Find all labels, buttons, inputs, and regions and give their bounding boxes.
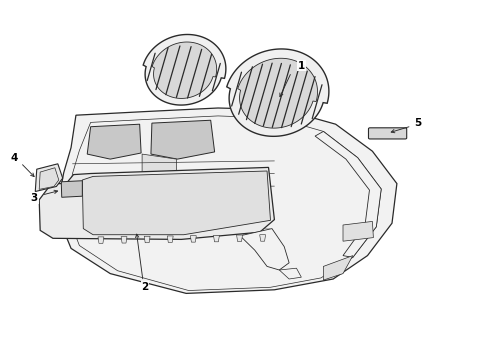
Polygon shape: [191, 236, 196, 242]
Polygon shape: [315, 131, 381, 257]
Polygon shape: [240, 229, 289, 270]
Polygon shape: [279, 268, 301, 279]
Polygon shape: [144, 236, 150, 243]
Polygon shape: [151, 120, 215, 159]
Text: 3: 3: [31, 193, 38, 203]
Polygon shape: [237, 235, 243, 242]
Polygon shape: [214, 235, 220, 242]
Polygon shape: [152, 42, 217, 98]
Polygon shape: [142, 154, 176, 180]
Text: 2: 2: [142, 282, 148, 292]
Polygon shape: [238, 58, 318, 128]
Polygon shape: [56, 108, 397, 293]
Polygon shape: [260, 235, 266, 241]
Polygon shape: [35, 164, 63, 192]
Polygon shape: [323, 256, 353, 280]
Polygon shape: [143, 35, 226, 105]
Polygon shape: [87, 124, 141, 159]
Polygon shape: [121, 237, 127, 243]
Polygon shape: [167, 236, 173, 242]
FancyBboxPatch shape: [368, 128, 407, 139]
Text: 4: 4: [10, 153, 18, 163]
Polygon shape: [98, 237, 104, 243]
Polygon shape: [82, 171, 270, 235]
Text: 5: 5: [415, 118, 421, 128]
Polygon shape: [227, 49, 329, 136]
Polygon shape: [61, 181, 82, 197]
Polygon shape: [39, 168, 59, 189]
Text: 1: 1: [298, 60, 305, 71]
Polygon shape: [39, 167, 274, 239]
Polygon shape: [343, 221, 373, 241]
